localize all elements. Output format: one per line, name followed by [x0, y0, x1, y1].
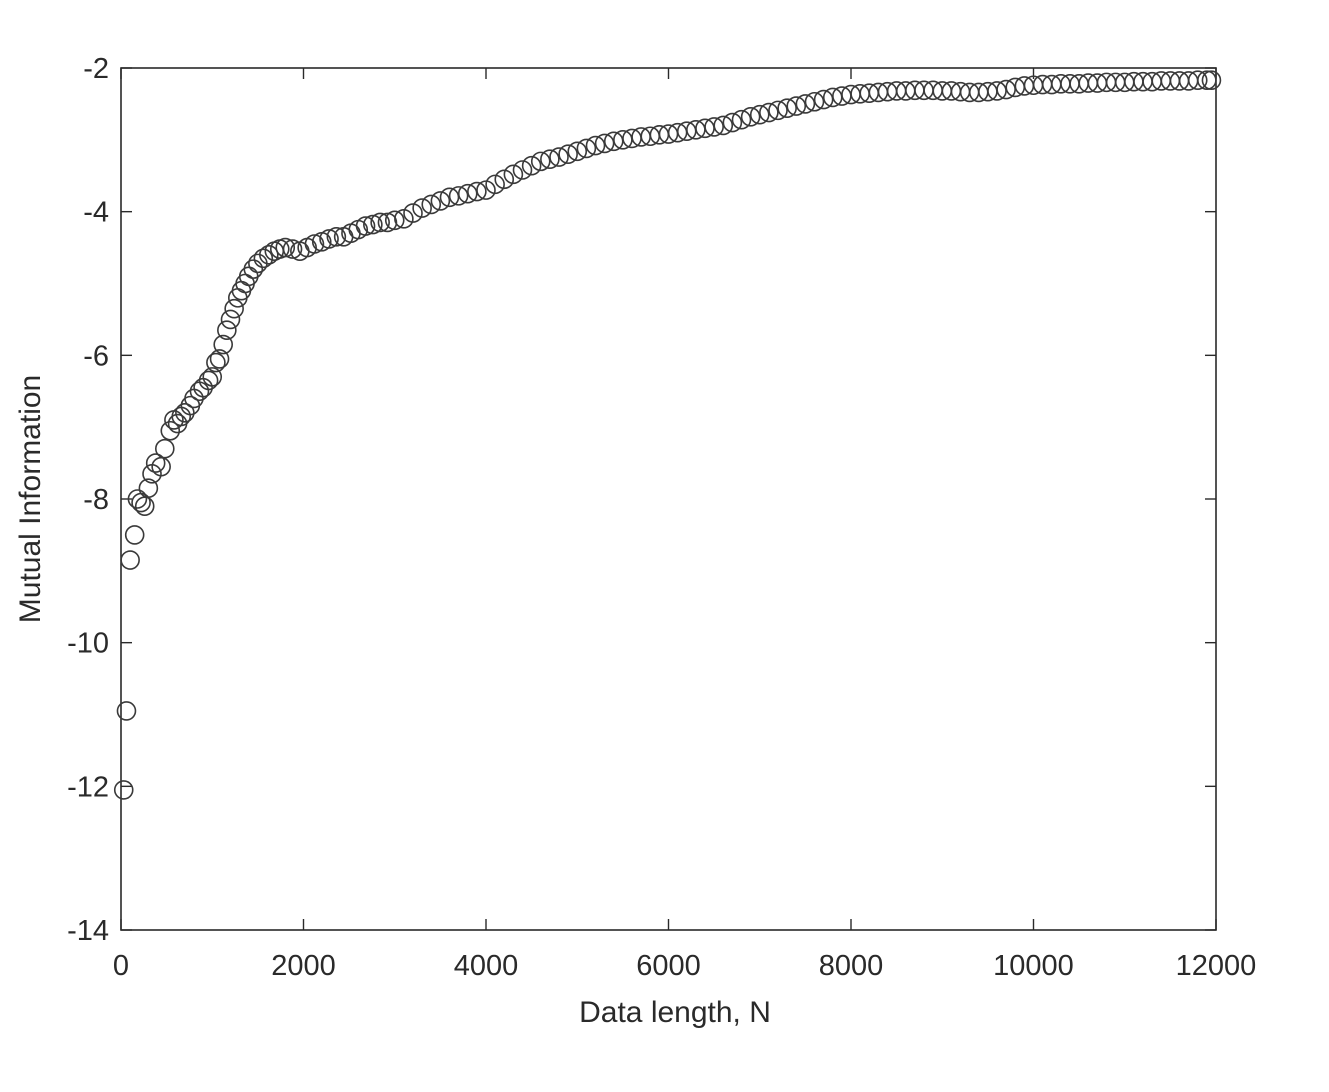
data-point — [202, 367, 223, 387]
data-point — [1197, 70, 1217, 91]
y-tick-label: -6 — [83, 340, 109, 372]
data-point — [439, 187, 460, 208]
data-point — [722, 112, 743, 133]
x-tick-label: 0 — [113, 950, 129, 982]
data-point — [759, 102, 779, 123]
data-point — [530, 151, 551, 172]
y-tick-label: -14 — [67, 915, 109, 947]
data-point — [243, 259, 264, 279]
data-point — [213, 334, 233, 355]
data-point — [113, 780, 134, 800]
data-point — [319, 229, 339, 249]
data-point — [134, 496, 155, 516]
data-point — [768, 100, 788, 121]
data-point — [282, 239, 303, 259]
data-point — [457, 183, 478, 204]
data-point — [131, 492, 151, 513]
y-tick-label: -8 — [83, 484, 109, 516]
x-tick-label: 4000 — [454, 950, 519, 982]
data-point — [467, 181, 487, 202]
data-point — [116, 701, 137, 721]
data-point — [370, 212, 390, 233]
data-point — [1201, 70, 1222, 91]
data-point — [421, 194, 442, 215]
data-point — [412, 198, 432, 218]
data-point — [403, 203, 423, 223]
data-point — [996, 79, 1016, 100]
data-point — [813, 89, 834, 110]
data-point — [540, 149, 560, 170]
data-point — [777, 98, 797, 119]
plot-area — [120, 67, 1217, 931]
data-point — [224, 298, 244, 319]
data-point — [326, 227, 347, 247]
data-point — [521, 155, 542, 176]
x-tick-label: 2000 — [271, 950, 336, 982]
data-point — [804, 91, 825, 112]
data-point — [145, 453, 166, 473]
data-point — [704, 117, 724, 137]
data-point — [253, 248, 274, 269]
data-point — [355, 216, 376, 236]
data-point — [217, 320, 237, 340]
data-point — [209, 349, 230, 369]
data-point — [206, 352, 226, 373]
x-tick-label: 12000 — [1176, 950, 1257, 982]
x-tick-label: 10000 — [993, 950, 1074, 982]
data-point — [585, 135, 606, 156]
y-tick-label: -2 — [83, 53, 109, 85]
x-axis: 0 2000 4000 6000 8000 10000 12000 — [113, 68, 1256, 982]
y-axis-label: Mutual Information — [14, 375, 47, 623]
data-point — [512, 160, 533, 180]
data-point — [138, 478, 159, 499]
data-point — [363, 214, 383, 235]
data-point — [228, 288, 248, 308]
y-tick-label: -12 — [67, 771, 109, 803]
data-point — [124, 525, 145, 545]
data-point — [987, 81, 1007, 101]
data-point — [120, 550, 140, 570]
data-series — [113, 70, 1222, 800]
data-point — [786, 96, 807, 116]
data-point — [494, 169, 515, 190]
data-point — [576, 138, 597, 159]
data-point — [155, 438, 175, 459]
y-tick-label: -10 — [67, 628, 109, 660]
y-axis: -14 -12 -10 -8 -6 -4 -2 — [67, 53, 1216, 947]
data-point — [198, 370, 219, 391]
data-point — [304, 234, 325, 254]
x-tick-label: 6000 — [636, 950, 701, 982]
data-point — [231, 280, 252, 301]
data-point — [448, 186, 469, 206]
data-point — [713, 115, 734, 136]
data-point — [384, 210, 405, 231]
data-point — [558, 144, 578, 164]
data-point — [485, 174, 505, 195]
x-tick-label: 8000 — [819, 950, 884, 982]
y-tick-label: -4 — [83, 197, 109, 229]
data-point — [795, 94, 816, 114]
data-point — [549, 147, 569, 167]
data-point — [749, 104, 770, 125]
data-point — [275, 237, 296, 258]
data-point — [1187, 70, 1208, 91]
data-point — [127, 489, 148, 509]
data-point — [731, 109, 752, 130]
data-point — [175, 402, 195, 423]
data-point — [594, 133, 615, 154]
data-point — [567, 141, 588, 162]
data-point — [259, 244, 279, 265]
data-point — [430, 191, 451, 211]
data-point — [160, 420, 181, 441]
data-point — [171, 406, 192, 427]
data-point — [220, 309, 241, 330]
data-point — [503, 164, 524, 185]
x-axis-label: Data length, N — [579, 996, 771, 1029]
data-point — [740, 107, 761, 127]
